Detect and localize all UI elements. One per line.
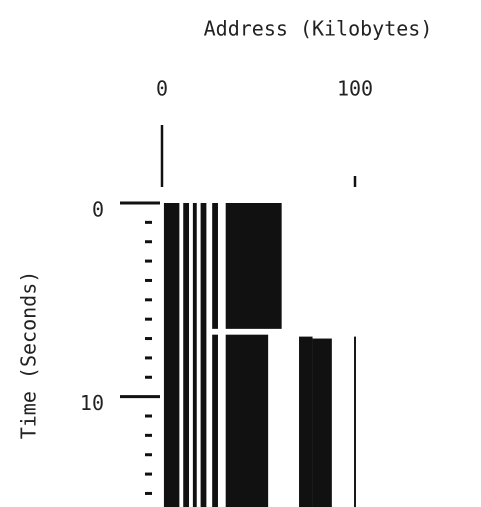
- region: [299, 336, 313, 507]
- y-axis-title: Time (Seconds): [17, 271, 41, 440]
- region: [212, 203, 218, 329]
- region: [354, 336, 356, 507]
- region: [225, 334, 269, 507]
- y-tick-label: 10: [80, 391, 104, 415]
- region: [183, 203, 190, 507]
- region: [312, 338, 332, 507]
- x-axis-title: Address (Kilobytes): [204, 17, 433, 41]
- region: [200, 203, 207, 507]
- region: [225, 203, 282, 329]
- region: [192, 203, 197, 507]
- x-tick-label: 100: [337, 77, 373, 101]
- region: [212, 334, 218, 507]
- region: [163, 203, 180, 507]
- y-tick-label: 0: [92, 198, 104, 222]
- x-tick-label: 0: [156, 77, 168, 101]
